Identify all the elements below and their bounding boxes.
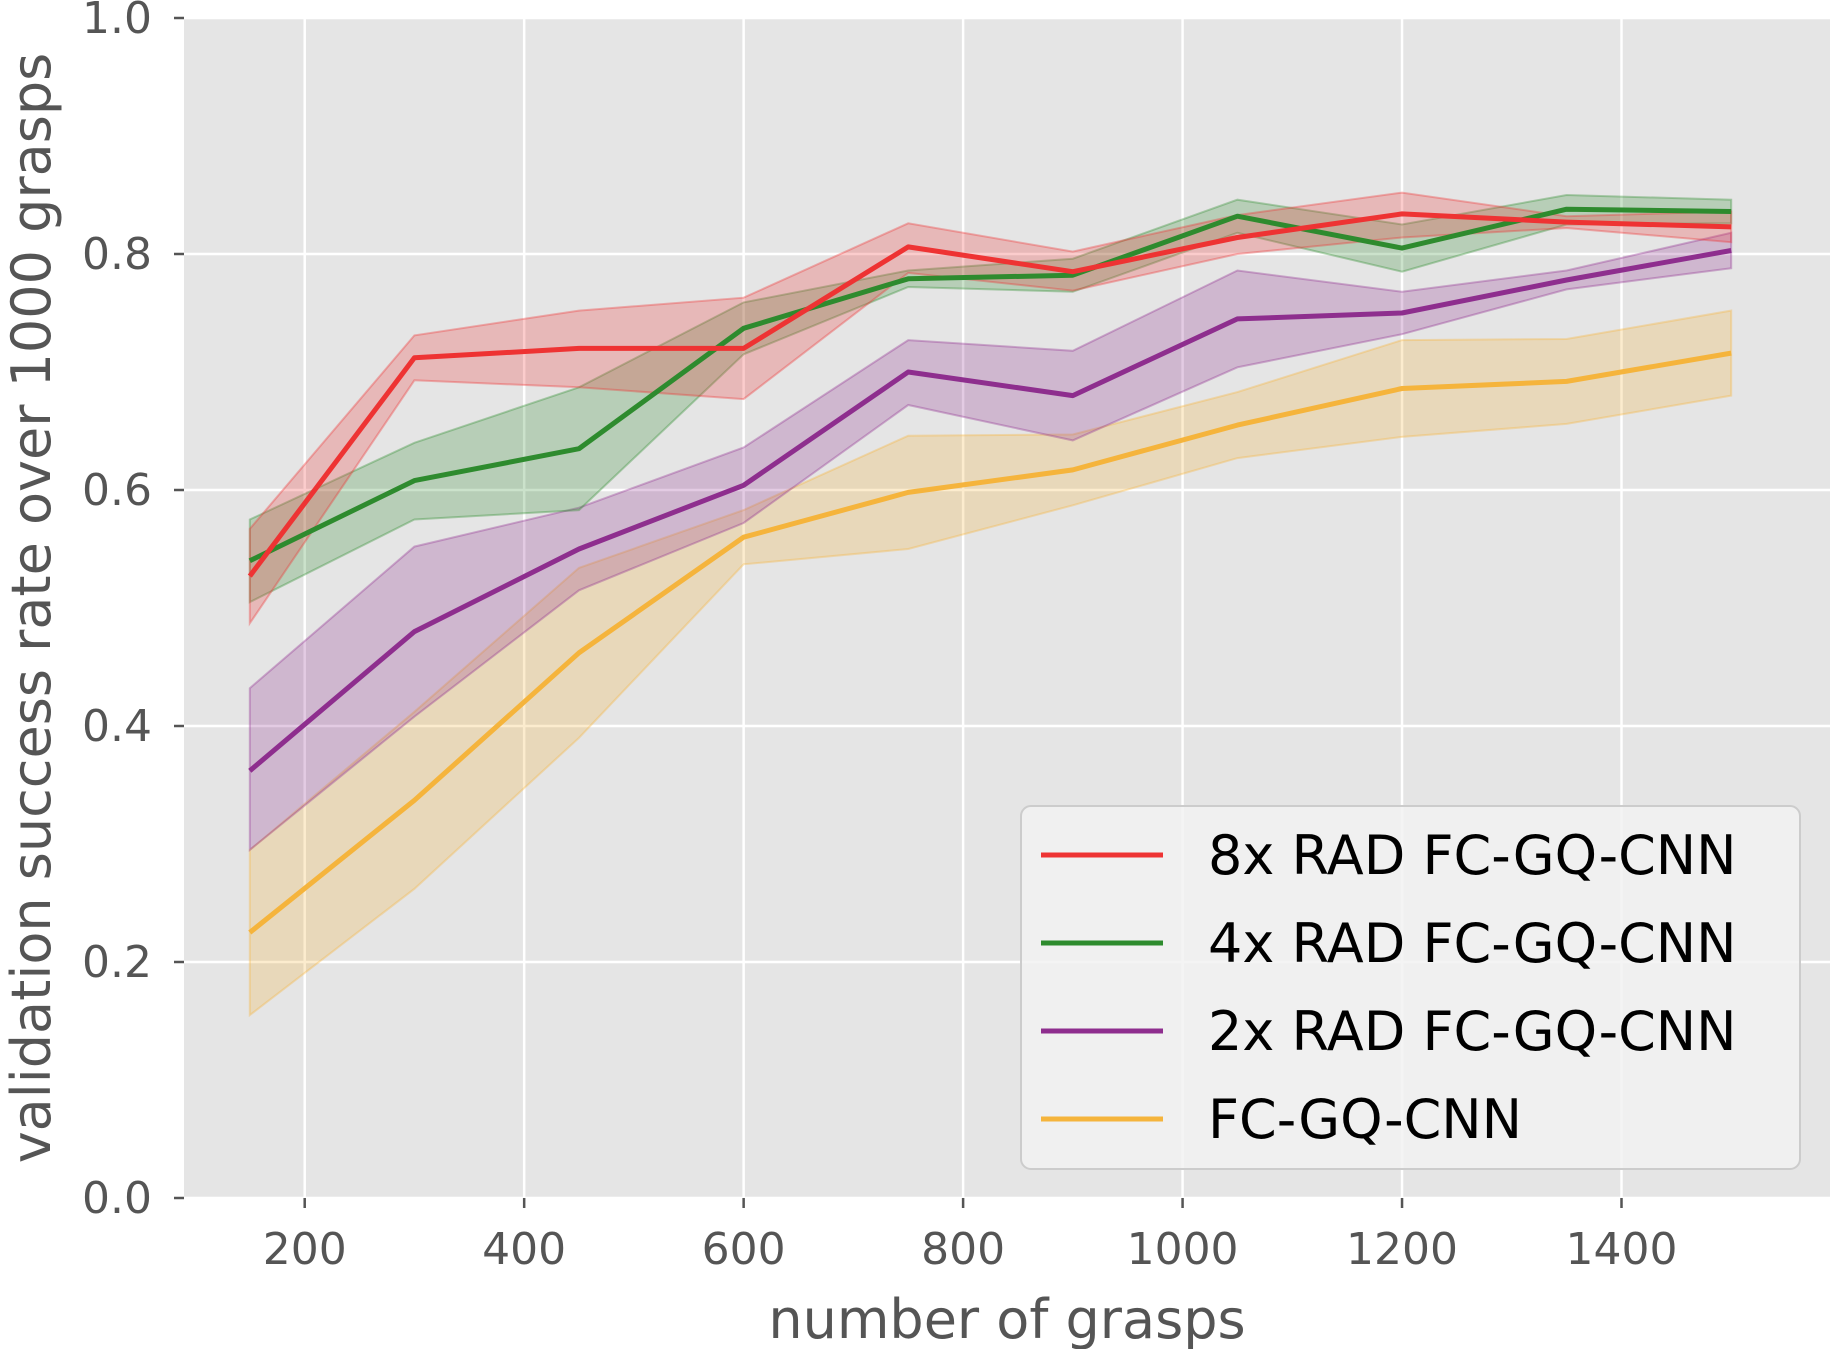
- y-axis-ticks: 0.0 0.2 0.4 0.6 0.8 1.0: [82, 0, 184, 1224]
- series-line: [248, 350, 1732, 935]
- series-line: [248, 206, 1732, 564]
- legend-box: [1020, 805, 1801, 1170]
- y-tick-label: 0.6: [82, 465, 152, 516]
- legend-items: 8x RAD FC-GQ-CNN 4x RAD FC-GQ-CNN 2x RAD F…: [1041, 824, 1737, 1151]
- x-tick-label: 800: [921, 1224, 1005, 1275]
- legend-label: 2x RAD FC-GQ-CNN: [1208, 1000, 1737, 1063]
- legend-label: FC-GQ-CNN: [1208, 1088, 1522, 1151]
- series-line: [247, 211, 1732, 578]
- x-tick-label: 1000: [1127, 1224, 1239, 1275]
- x-tick-label: 1200: [1346, 1224, 1458, 1275]
- grid-lines: [184, 16, 1830, 1200]
- confidence-band: [248, 231, 1733, 852]
- y-tick-label: 0.2: [82, 937, 152, 988]
- legend-label: 8x RAD FC-GQ-CNN: [1208, 824, 1737, 887]
- x-tick-label: 200: [263, 1224, 347, 1275]
- y-tick-label: 0.4: [82, 701, 152, 752]
- y-tick-label: 1.0: [82, 0, 152, 44]
- x-tick-label: 1400: [1566, 1224, 1678, 1275]
- y-tick-label: 0.0: [82, 1173, 152, 1224]
- legend: 8x RAD FC-GQ-CNN 4x RAD FC-GQ-CNN 2x RAD F…: [1020, 805, 1801, 1170]
- x-axis-title: number of grasps: [768, 1288, 1245, 1349]
- x-axis-ticks: 200 400 600 800 1000 1200 1400: [263, 1198, 1678, 1275]
- x-tick-label: 400: [482, 1224, 566, 1275]
- legend-label: 4x RAD FC-GQ-CNN: [1208, 912, 1737, 975]
- y-axis-title: validation success rate over 1000 grasps: [0, 53, 63, 1164]
- series-lines: [247, 206, 1732, 935]
- series-line: [248, 248, 1732, 773]
- y-tick-label: 0.8: [82, 229, 152, 280]
- x-tick-label: 600: [702, 1224, 786, 1275]
